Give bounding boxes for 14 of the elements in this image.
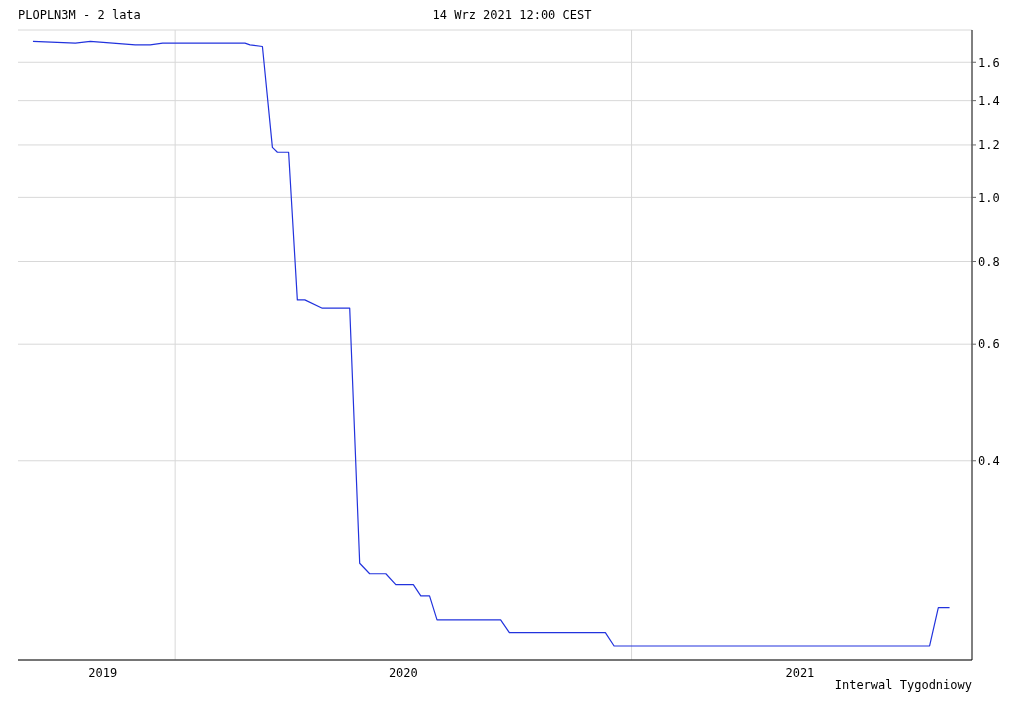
- y-tick-label: 1.2: [978, 138, 1000, 153]
- y-tick-label: 1.4: [978, 93, 1000, 108]
- text: Interwal Tygodniowy: [834, 678, 972, 692]
- x-tick-label: 2019: [88, 665, 118, 680]
- y-tick-label: 1.0: [978, 190, 1000, 205]
- y-tick-label: 0.8: [978, 254, 1000, 269]
- chart-title: PLOPLN3M - 2 lata: [18, 8, 141, 22]
- line-series: [32, 40, 951, 647]
- x-tick-label: 2020: [388, 665, 418, 680]
- y-tick-label: 0.4: [978, 454, 1000, 469]
- y-tick-label: 1.6: [978, 55, 1000, 70]
- x-tick-label: 2021: [785, 665, 815, 680]
- chart-subtitle: 14 Wrz 2021 12:00 CEST: [432, 8, 592, 22]
- y-tick-label: 0.6: [978, 337, 1000, 352]
